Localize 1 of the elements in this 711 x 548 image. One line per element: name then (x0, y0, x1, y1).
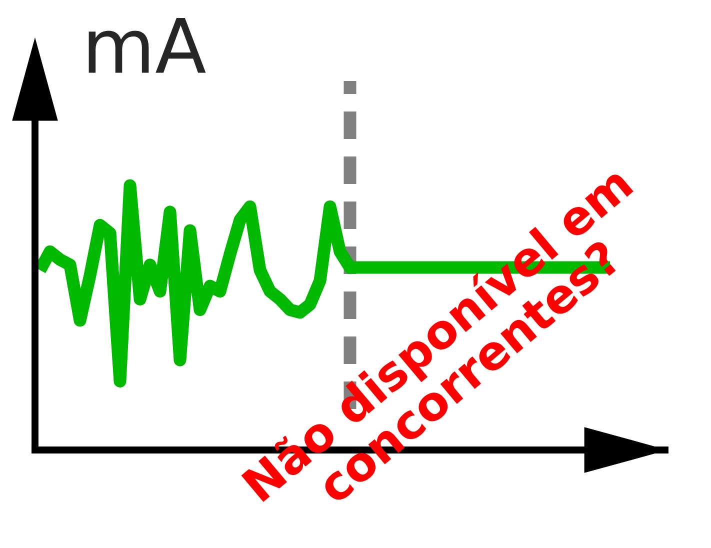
y-axis-title: mA (88, 18, 206, 73)
